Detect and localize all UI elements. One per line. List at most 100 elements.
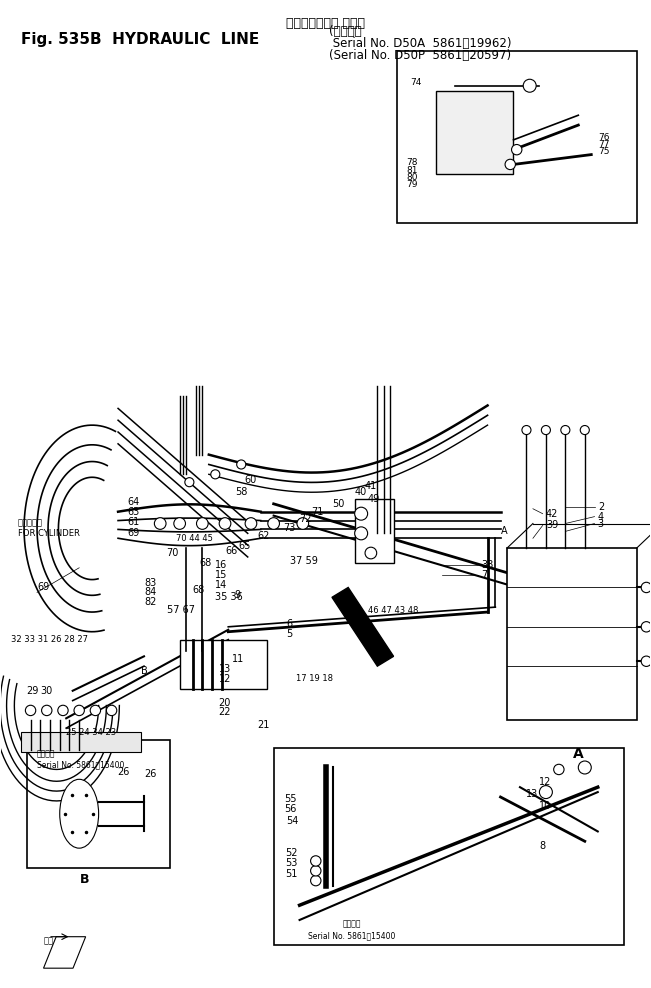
Text: 25 24 34 23: 25 24 34 23 [66, 727, 117, 737]
Text: 適用号機
Serial No. 5861～15400: 適用号機 Serial No. 5861～15400 [37, 750, 124, 770]
Text: ハイドロリック ライン: ハイドロリック ライン [286, 17, 365, 31]
Text: B: B [79, 873, 89, 886]
Text: 2: 2 [598, 502, 604, 512]
Circle shape [311, 875, 321, 886]
Text: 70 44 45: 70 44 45 [176, 534, 214, 542]
Text: 15: 15 [215, 570, 228, 580]
Text: 41: 41 [365, 481, 377, 491]
Circle shape [90, 705, 100, 715]
Circle shape [311, 865, 321, 876]
Bar [397, 51, 637, 223]
Text: 53: 53 [285, 858, 298, 867]
Circle shape [185, 477, 194, 487]
Text: 78: 78 [406, 158, 418, 167]
Text: 16: 16 [215, 560, 228, 570]
Text: 52: 52 [285, 848, 298, 859]
Circle shape [505, 159, 516, 170]
Circle shape [641, 656, 651, 667]
Bar [27, 740, 170, 867]
Circle shape [42, 705, 52, 715]
Text: 3: 3 [598, 519, 604, 529]
Text: 84: 84 [144, 588, 156, 598]
Circle shape [25, 705, 36, 715]
Text: 32 33 31 26 28 27: 32 33 31 26 28 27 [11, 635, 88, 644]
Text: 74: 74 [409, 78, 421, 87]
Circle shape [641, 582, 651, 593]
Text: 82: 82 [144, 597, 156, 608]
Circle shape [174, 518, 186, 530]
Text: 69: 69 [128, 529, 140, 538]
Text: 42: 42 [546, 509, 559, 519]
Text: 39: 39 [546, 521, 558, 531]
Text: Serial No. D50A  5861～19962): Serial No. D50A 5861～19962) [329, 37, 511, 50]
Text: 51: 51 [285, 868, 298, 878]
Text: 68: 68 [193, 586, 205, 596]
Text: 37 59: 37 59 [290, 556, 318, 566]
Circle shape [542, 426, 551, 435]
Text: (適用号機: (適用号機 [329, 25, 361, 39]
Text: 60: 60 [245, 475, 256, 485]
Text: 17 19 18: 17 19 18 [296, 675, 333, 684]
Text: 72: 72 [299, 514, 312, 524]
Text: シリンダヘ
FOR CYLINDER: シリンダヘ FOR CYLINDER [18, 519, 79, 538]
Text: 6: 6 [286, 618, 293, 628]
Text: B: B [141, 666, 148, 676]
Text: 79: 79 [406, 180, 418, 189]
Text: 46 47 43 48: 46 47 43 48 [368, 606, 418, 615]
Text: 68: 68 [199, 558, 212, 568]
Bar [21, 732, 141, 752]
Text: 40: 40 [355, 487, 367, 497]
Circle shape [522, 426, 531, 435]
Text: 20: 20 [219, 698, 231, 707]
Circle shape [512, 144, 522, 155]
Text: 58: 58 [235, 487, 247, 497]
Circle shape [553, 765, 564, 775]
Text: 29: 29 [26, 686, 38, 696]
Circle shape [561, 426, 570, 435]
Text: 11: 11 [232, 654, 243, 664]
Text: 38: 38 [481, 560, 493, 570]
Bar [355, 499, 394, 563]
Text: 26: 26 [117, 768, 129, 778]
Text: 前方: 前方 [44, 937, 53, 946]
Text: 適用号機
Serial No. 5861～15400: 適用号機 Serial No. 5861～15400 [308, 920, 395, 940]
Text: 77: 77 [598, 140, 609, 149]
Text: 22: 22 [219, 707, 231, 717]
Text: 55: 55 [284, 794, 296, 804]
Text: A: A [501, 527, 507, 536]
Text: 71: 71 [311, 507, 324, 517]
Circle shape [355, 527, 368, 539]
Polygon shape [44, 937, 86, 968]
Text: 4: 4 [598, 512, 604, 522]
Text: (Serial No. D50P  5861～20597): (Serial No. D50P 5861～20597) [329, 48, 511, 61]
Text: Fig. 535B  HYDRAULIC  LINE: Fig. 535B HYDRAULIC LINE [21, 32, 259, 47]
Text: 70: 70 [167, 548, 179, 558]
Text: 83: 83 [144, 578, 156, 588]
Circle shape [106, 705, 117, 715]
Text: 14: 14 [215, 580, 228, 590]
Text: 21: 21 [257, 720, 270, 730]
Text: 8: 8 [540, 841, 546, 852]
Text: 62: 62 [257, 532, 270, 541]
Text: 30: 30 [40, 686, 53, 696]
Circle shape [580, 426, 589, 435]
Text: 9: 9 [235, 590, 241, 601]
Circle shape [641, 621, 651, 632]
Text: 12: 12 [219, 674, 231, 684]
Text: 26: 26 [144, 770, 156, 780]
Text: 65: 65 [238, 541, 251, 551]
Text: 73: 73 [283, 524, 296, 534]
Circle shape [219, 518, 231, 530]
Circle shape [154, 518, 166, 530]
Text: 80: 80 [406, 173, 418, 182]
Text: 50: 50 [332, 499, 344, 509]
Text: 66: 66 [225, 546, 237, 556]
Bar [273, 748, 624, 945]
Bar [507, 548, 637, 720]
Text: 75: 75 [598, 147, 609, 156]
Text: 10: 10 [540, 801, 551, 811]
Text: 49: 49 [368, 494, 380, 504]
Text: 56: 56 [284, 804, 296, 814]
Text: 13: 13 [219, 664, 231, 674]
Circle shape [365, 547, 377, 559]
